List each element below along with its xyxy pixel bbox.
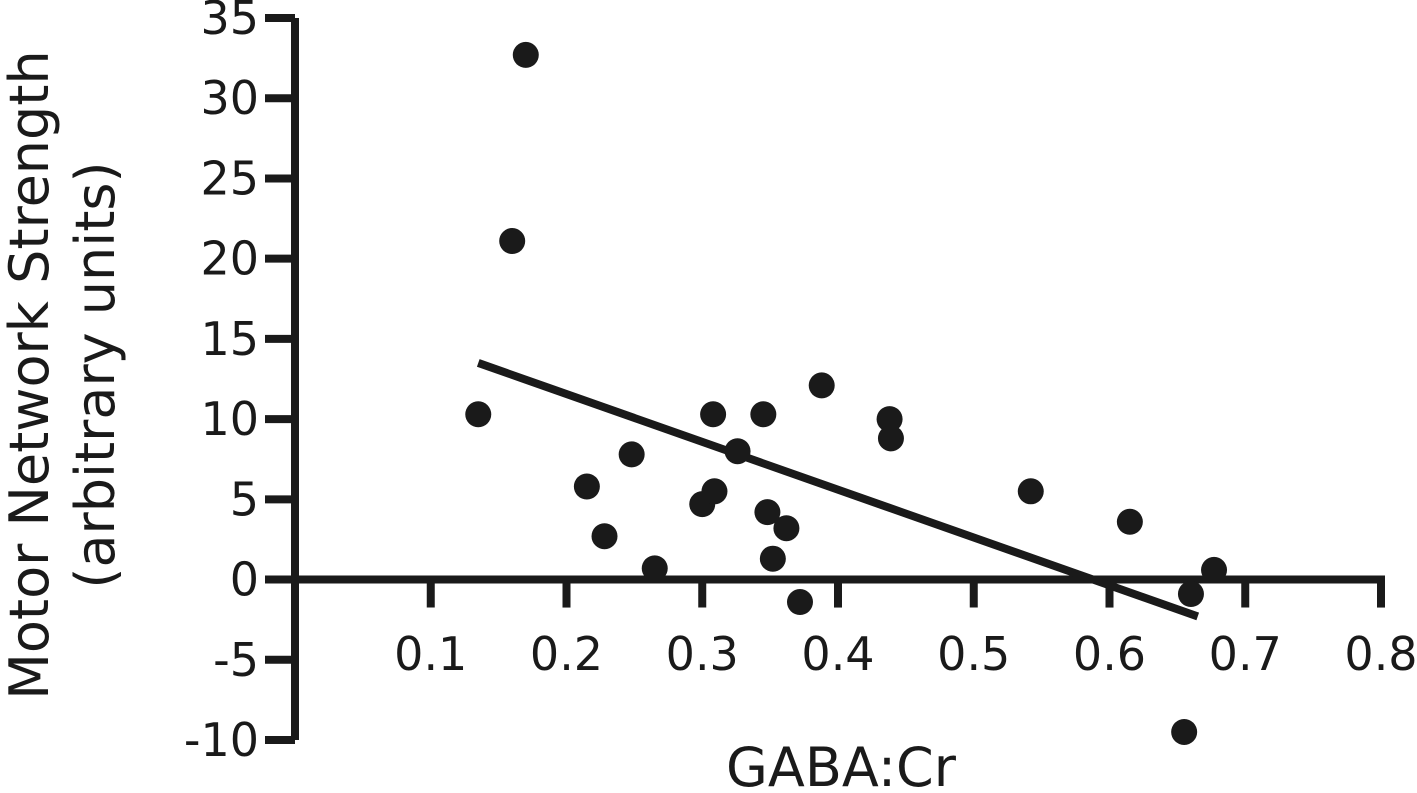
data-point: [1201, 556, 1228, 583]
y-tick-label: 20: [200, 232, 259, 286]
x-tick-label: 0.3: [666, 627, 739, 681]
data-point: [700, 401, 727, 428]
y-axis-subtitle: (arbitrary units): [64, 161, 127, 588]
x-tick-label: 0.2: [530, 627, 603, 681]
y-tick-label: 5: [230, 472, 259, 526]
x-axis-title: GABA:Cr: [726, 736, 957, 793]
y-axis-title: Motor Network Strength: [0, 50, 61, 699]
data-point: [876, 406, 903, 433]
x-tick-label: 0.7: [1209, 627, 1282, 681]
trend-line: [476, 359, 1200, 621]
data-point: [759, 545, 786, 572]
data-point: [1116, 508, 1143, 535]
y-tick-label: 15: [200, 312, 259, 366]
x-tick-label: 0.4: [801, 627, 874, 681]
y-tick-label: 0: [230, 553, 259, 607]
data-point: [877, 425, 904, 452]
data-point: [499, 228, 526, 255]
y-tick-label: 25: [200, 151, 259, 205]
data-point: [1017, 478, 1044, 505]
data-point: [750, 401, 777, 428]
plot-area: -10 -5 0 5 10 15 20 25 30 35 0.1 0.2 0.3 0.4 0.5 0.6 0.7…: [184, 0, 1417, 767]
data-point: [573, 473, 600, 500]
x-tick-label: 0.5: [937, 627, 1010, 681]
data-point: [701, 478, 728, 505]
data-point: [641, 555, 668, 582]
data-point: [754, 499, 781, 526]
data-point: [591, 523, 618, 550]
data-point: [1171, 718, 1198, 745]
data-point: [786, 589, 813, 616]
data-point: [808, 372, 835, 399]
data-point: [465, 401, 492, 428]
data-point: [773, 515, 800, 542]
y-tick-label: -5: [213, 633, 259, 687]
y-tick-label: 30: [200, 71, 259, 125]
y-tick-label: 10: [200, 392, 259, 446]
data-point: [724, 438, 751, 465]
data-point: [512, 41, 539, 68]
data-point: [1177, 580, 1204, 607]
x-tick-label: 0.8: [1344, 627, 1417, 681]
y-tick-label: 35: [200, 0, 259, 45]
x-tick-label: 0.1: [394, 627, 467, 681]
x-tick-label: 0.6: [1073, 627, 1146, 681]
y-tick-label: -10: [184, 713, 259, 767]
data-point: [618, 441, 645, 468]
